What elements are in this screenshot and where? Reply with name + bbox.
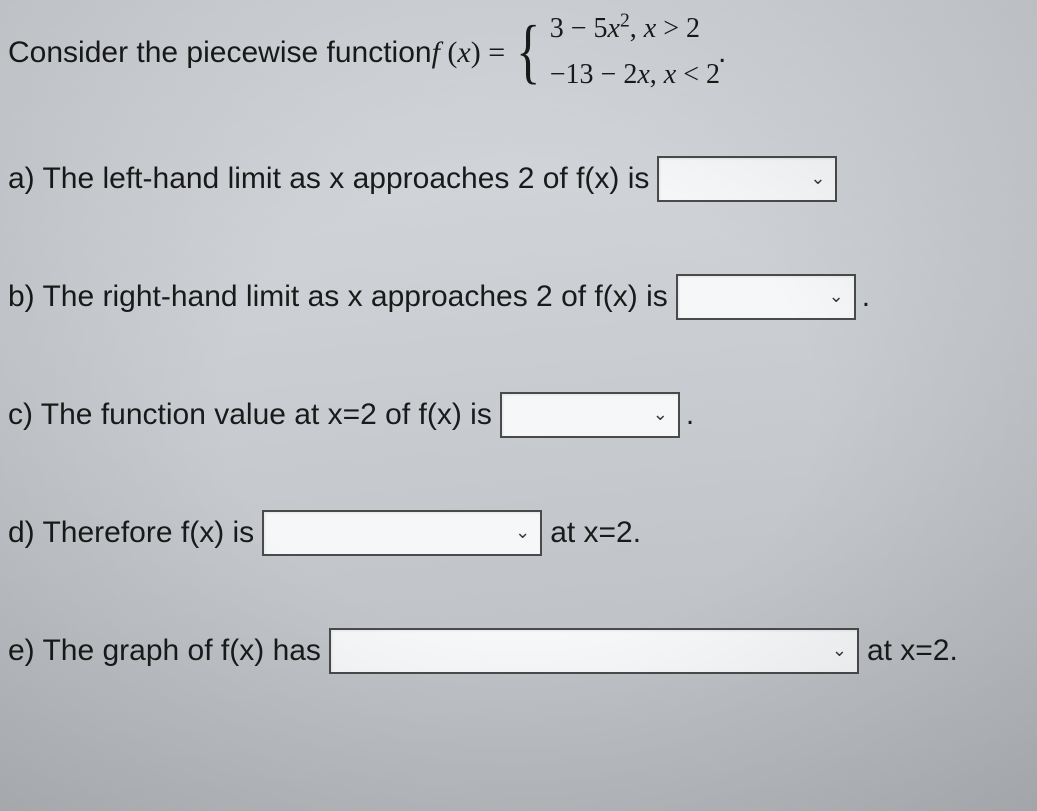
chevron-down-icon: ⌄	[653, 402, 668, 427]
intro-period: .	[718, 30, 726, 75]
question-e-after: at x=2.	[867, 630, 958, 672]
fn-lhs: f (x) =	[432, 30, 506, 75]
question-c: c) The function value at x=2 of f(x) is …	[8, 392, 1007, 438]
dropdown-e[interactable]: ⌄	[329, 628, 859, 674]
problem-intro: Consider the piecewise function f (x) = …	[8, 8, 1007, 96]
question-d: d) Therefore f(x) is ⌄ at x=2.	[8, 510, 1007, 556]
chevron-down-icon: ⌄	[810, 166, 825, 191]
dropdown-a[interactable]: ⌄	[657, 156, 837, 202]
question-a: a) The left-hand limit as x approaches 2…	[8, 156, 1007, 202]
intro-text: Consider the piecewise function	[8, 30, 432, 75]
case-1: 3 − 5x2, x > 2	[550, 8, 720, 50]
dropdown-c[interactable]: ⌄	[500, 392, 680, 438]
question-a-label: a) The left-hand limit as x approaches 2…	[8, 158, 649, 200]
question-e-label: e) The graph of f(x) has	[8, 630, 321, 672]
question-b-after: .	[862, 276, 870, 318]
question-b-label: b) The right-hand limit as x approaches …	[8, 276, 668, 318]
chevron-down-icon: ⌄	[832, 638, 847, 663]
piecewise-brace: { 3 − 5x2, x > 2 −13 − 2x, x < 2	[511, 8, 720, 96]
question-c-after: .	[686, 394, 694, 436]
dropdown-d[interactable]: ⌄	[262, 510, 542, 556]
question-e: e) The graph of f(x) has ⌄ at x=2.	[8, 628, 1007, 674]
question-c-label: c) The function value at x=2 of f(x) is	[8, 394, 492, 436]
chevron-down-icon: ⌄	[829, 284, 844, 309]
question-d-label: d) Therefore f(x) is	[8, 512, 254, 554]
chevron-down-icon: ⌄	[515, 520, 530, 545]
dropdown-b[interactable]: ⌄	[676, 274, 856, 320]
question-d-after: at x=2.	[550, 512, 641, 554]
case-2: −13 − 2x, x < 2	[550, 54, 720, 96]
left-brace: {	[516, 23, 540, 81]
question-b: b) The right-hand limit as x approaches …	[8, 274, 1007, 320]
